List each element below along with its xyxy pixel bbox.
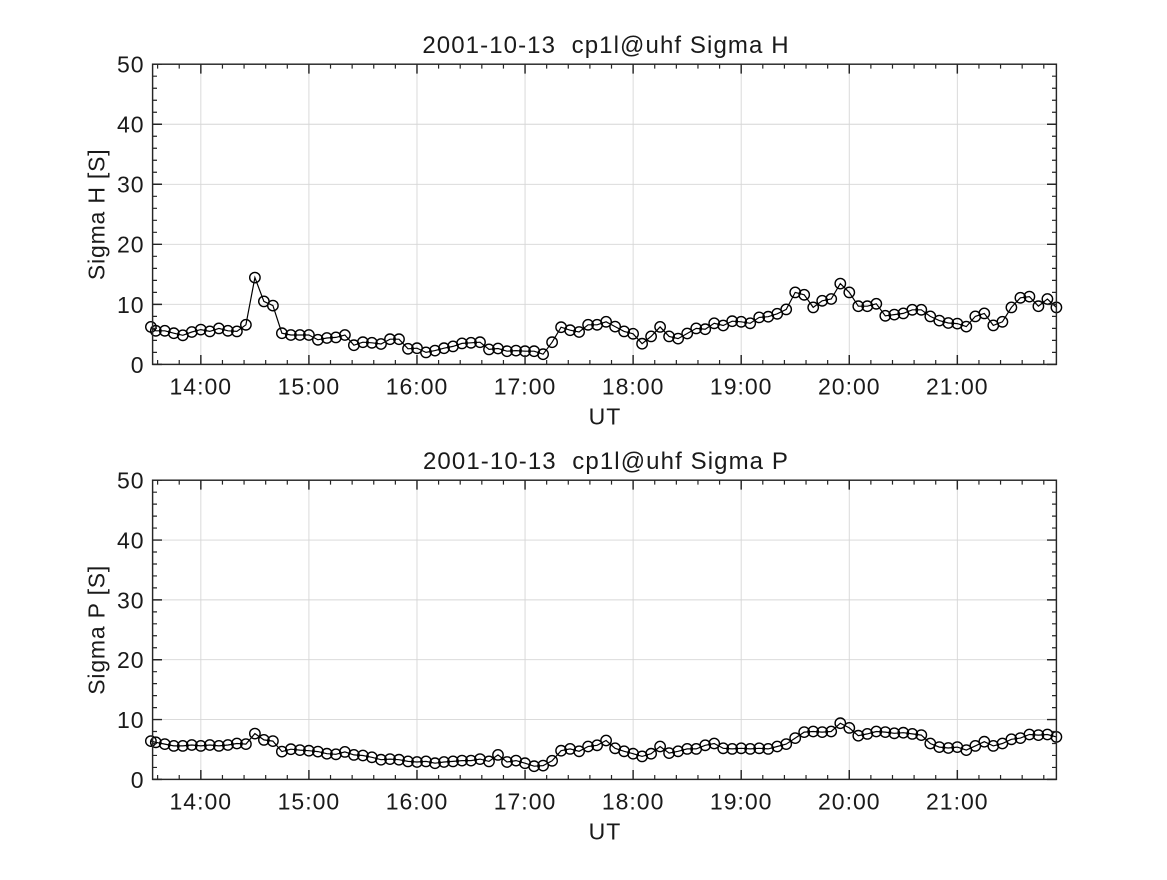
svg-text:20:00: 20:00	[818, 789, 881, 815]
svg-text:0: 0	[131, 352, 145, 378]
svg-text:16:00: 16:00	[386, 374, 449, 400]
svg-text:19:00: 19:00	[710, 374, 773, 400]
svg-text:20:00: 20:00	[818, 374, 881, 400]
svg-text:2001-10-13 cp1l@uhf Sigma H: 2001-10-13 cp1l@uhf Sigma H	[422, 32, 789, 59]
svg-text:15:00: 15:00	[278, 789, 341, 815]
svg-text:50: 50	[117, 52, 145, 78]
svg-text:10: 10	[117, 292, 145, 318]
svg-text:17:00: 17:00	[494, 374, 557, 400]
svg-text:40: 40	[117, 112, 145, 138]
svg-text:UT: UT	[589, 819, 622, 845]
svg-text:17:00: 17:00	[494, 789, 557, 815]
svg-text:10: 10	[117, 707, 145, 733]
svg-text:18:00: 18:00	[602, 374, 665, 400]
svg-text:Sigma H [S]: Sigma H [S]	[84, 149, 110, 281]
svg-text:2001-10-13 cp1l@uhf Sigma P: 2001-10-13 cp1l@uhf Sigma P	[423, 448, 789, 475]
svg-text:30: 30	[117, 587, 145, 613]
svg-text:UT: UT	[589, 404, 622, 430]
svg-text:16:00: 16:00	[386, 789, 449, 815]
svg-text:0: 0	[131, 767, 145, 793]
svg-text:50: 50	[117, 468, 145, 494]
svg-text:40: 40	[117, 527, 145, 553]
svg-text:14:00: 14:00	[170, 789, 233, 815]
svg-text:15:00: 15:00	[278, 374, 341, 400]
svg-text:21:00: 21:00	[926, 789, 989, 815]
svg-text:19:00: 19:00	[710, 789, 773, 815]
svg-text:14:00: 14:00	[170, 374, 233, 400]
svg-text:21:00: 21:00	[926, 374, 989, 400]
svg-text:18:00: 18:00	[602, 789, 665, 815]
svg-text:Sigma P [S]: Sigma P [S]	[84, 565, 110, 695]
svg-text:20: 20	[117, 647, 145, 673]
svg-text:30: 30	[117, 172, 145, 198]
svg-text:20: 20	[117, 232, 145, 258]
